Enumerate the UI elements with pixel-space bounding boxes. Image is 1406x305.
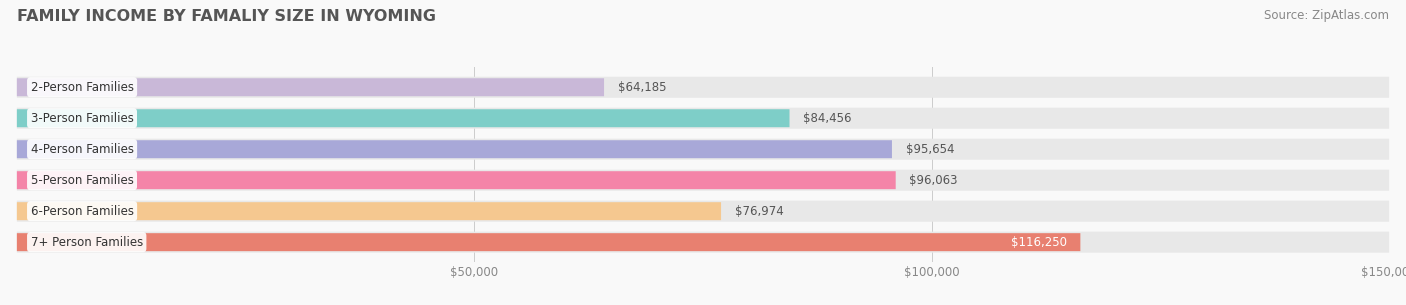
FancyBboxPatch shape	[17, 77, 1389, 98]
Text: 4-Person Families: 4-Person Families	[31, 143, 134, 156]
FancyBboxPatch shape	[17, 231, 1389, 253]
Text: 5-Person Families: 5-Person Families	[31, 174, 134, 187]
Text: 7+ Person Families: 7+ Person Families	[31, 236, 143, 249]
FancyBboxPatch shape	[17, 78, 605, 96]
Text: 2-Person Families: 2-Person Families	[31, 81, 134, 94]
Text: $116,250: $116,250	[1011, 236, 1067, 249]
Text: $84,456: $84,456	[803, 112, 852, 125]
FancyBboxPatch shape	[17, 170, 1389, 191]
FancyBboxPatch shape	[17, 108, 1389, 129]
Text: $95,654: $95,654	[905, 143, 955, 156]
FancyBboxPatch shape	[17, 140, 891, 158]
Text: $76,974: $76,974	[735, 205, 783, 218]
FancyBboxPatch shape	[17, 139, 1389, 160]
Text: 6-Person Families: 6-Person Families	[31, 205, 134, 218]
Text: $64,185: $64,185	[617, 81, 666, 94]
Text: FAMILY INCOME BY FAMALIY SIZE IN WYOMING: FAMILY INCOME BY FAMALIY SIZE IN WYOMING	[17, 9, 436, 24]
FancyBboxPatch shape	[17, 202, 721, 220]
FancyBboxPatch shape	[17, 201, 1389, 222]
FancyBboxPatch shape	[17, 171, 896, 189]
Text: 3-Person Families: 3-Person Families	[31, 112, 134, 125]
FancyBboxPatch shape	[17, 233, 1080, 251]
FancyBboxPatch shape	[17, 109, 790, 127]
Text: $96,063: $96,063	[910, 174, 957, 187]
Text: Source: ZipAtlas.com: Source: ZipAtlas.com	[1264, 9, 1389, 22]
